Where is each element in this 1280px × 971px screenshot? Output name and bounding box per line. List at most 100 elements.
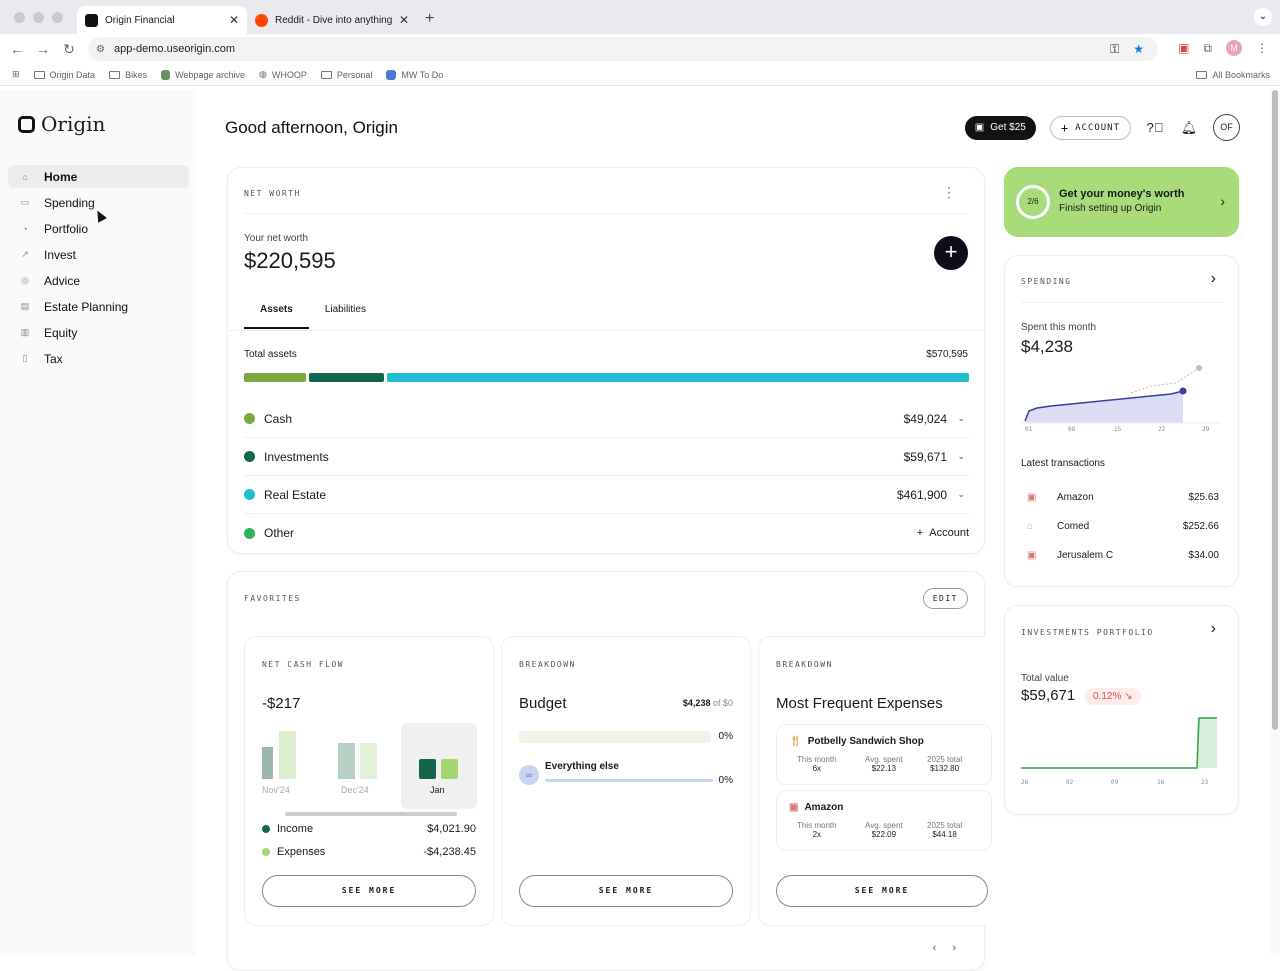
bookmark-item[interactable]: Origin Data xyxy=(33,69,96,80)
bookmark-label: Origin Data xyxy=(49,69,96,80)
tab-origin-financial[interactable]: Origin Financial ✕ xyxy=(77,6,247,34)
widget-label: BREAKDOWN xyxy=(519,660,576,669)
asset-row-other: Other + Account xyxy=(244,514,969,552)
logo-text: Origin xyxy=(41,112,106,136)
bookmark-item[interactable]: Personal xyxy=(320,70,372,80)
see-more-button[interactable]: SEE MORE xyxy=(776,875,988,907)
apps-grid-icon[interactable]: ⊞ xyxy=(12,69,20,79)
asset-row-investments[interactable]: Investments $59,671 ⌄ xyxy=(244,438,969,476)
site-settings-icon[interactable]: ⚙ xyxy=(96,43,105,55)
back-icon[interactable]: ← xyxy=(10,41,24,57)
folder-icon xyxy=(33,70,45,79)
widget-label: NET CASH FLOW xyxy=(262,660,345,669)
extensions-area: ▣ ⧉ M ⋮ xyxy=(1178,40,1280,56)
legend-label: Income xyxy=(277,823,314,835)
sidebar-item-home[interactable]: ⌂ Home xyxy=(8,165,189,188)
password-key-icon[interactable]: ⚿ xyxy=(1110,41,1120,56)
chevron-down-icon[interactable]: ⌄ xyxy=(957,413,965,423)
url-field[interactable]: ⚙ app-demo.useorigin.com ⚿ ★ xyxy=(88,37,1158,61)
add-button[interactable]: + xyxy=(934,236,968,270)
expense-card[interactable]: ▣ Amazon This month 2x Avg. spent $22.09 20… xyxy=(776,790,992,851)
sidebar: Origin ⌂ Home ▭ Spending ◔ Portfolio ↗ Inves… xyxy=(0,90,196,956)
chevron-right-icon[interactable]: › xyxy=(952,942,956,954)
bookmark-star-icon[interactable]: ★ xyxy=(1133,41,1144,56)
more-options-icon[interactable]: ⋮ xyxy=(942,184,956,200)
card-label: INVESTMENTS PORTFOLIO xyxy=(1021,628,1154,637)
window-controls[interactable] xyxy=(0,0,77,34)
setup-promo-card[interactable]: 2/6 Get your money's worth Finish settin… xyxy=(1004,167,1239,237)
sidebar-item-tax[interactable]: ▯ Tax xyxy=(8,347,189,370)
sidebar-item-equity[interactable]: ▥ Equity xyxy=(8,321,189,344)
see-more-button[interactable]: SEE MORE xyxy=(262,875,476,907)
avatar[interactable]: OF xyxy=(1213,114,1240,141)
sidebar-item-invest[interactable]: ↗ Invest xyxy=(8,243,189,266)
forward-icon[interactable]: → xyxy=(36,41,50,57)
close-tab-icon[interactable]: ✕ xyxy=(398,13,409,27)
tab-title: Reddit - Dive into anything xyxy=(275,14,393,26)
add-account-button[interactable]: + ACCOUNT xyxy=(1049,115,1131,140)
scrollbar[interactable] xyxy=(285,812,457,816)
add-other-account-button[interactable]: + Account xyxy=(916,527,969,539)
chevron-down-icon[interactable]: ⌄ xyxy=(957,451,965,461)
all-bookmarks[interactable]: All Bookmarks xyxy=(1196,70,1270,80)
chevron-right-icon[interactable]: › xyxy=(1210,270,1216,287)
transaction-amount: $34.00 xyxy=(1188,549,1219,561)
close-tab-icon[interactable]: ✕ xyxy=(228,13,239,27)
puzzle-icon[interactable]: ⧉ xyxy=(1203,40,1212,55)
sidebar-item-estate-planning[interactable]: ▤ Estate Planning xyxy=(8,295,189,318)
tab-assets[interactable]: Assets xyxy=(244,304,309,329)
expense-card[interactable]: 🍴︎ Potbelly Sandwich Shop This month 6x Av… xyxy=(776,724,992,785)
transaction-name: Amazon xyxy=(1057,491,1094,503)
bookmark-item[interactable]: Bikes xyxy=(109,70,147,80)
budget-widget[interactable]: BREAKDOWN Budget $4,238 of $0 0% ∞ Every… xyxy=(501,636,751,926)
selected-month-highlight[interactable]: Jan xyxy=(401,723,477,809)
progress-ring: 2/6 xyxy=(1016,185,1050,219)
bars-icon: ▥ xyxy=(20,327,30,337)
see-more-button[interactable]: SEE MORE xyxy=(519,875,733,907)
asset-row-cash[interactable]: Cash $49,024 ⌄ xyxy=(244,400,969,438)
bookmark-item[interactable]: MW To Do xyxy=(386,69,443,80)
stat-label: Avg. spent xyxy=(865,821,903,830)
address-bar-row: ← → ↻ ⚙ app-demo.useorigin.com ⚿ ★ ▣ ⧉ M … xyxy=(0,34,1280,64)
frequent-title: Most Frequent Expenses xyxy=(776,695,943,712)
browser-menu-icon[interactable]: ⋮ xyxy=(1256,41,1268,55)
bell-icon[interactable]: 🔔︎ xyxy=(1180,119,1198,135)
transaction-row[interactable]: ▣ Amazon $25.63 xyxy=(1027,486,1219,508)
chevron-right-icon[interactable]: › xyxy=(1210,620,1216,637)
page-scrollbar[interactable] xyxy=(1272,90,1278,730)
edit-button[interactable]: EDIT xyxy=(922,588,968,609)
help-icon[interactable]: ?⃝ xyxy=(1146,119,1164,135)
reload-icon[interactable]: ↻ xyxy=(63,40,75,57)
new-tab-icon[interactable]: + xyxy=(425,10,435,27)
transaction-row[interactable]: ▣ Jerusalem C $34.00 xyxy=(1027,544,1219,566)
sidebar-item-label: Equity xyxy=(44,325,78,340)
bookmark-item[interactable]: Webpage archive xyxy=(161,69,245,80)
stat-label: This month xyxy=(797,755,837,764)
net-cash-flow-widget[interactable]: NET CASH FLOW -$217 Nov'24 Dec'24 Jan xyxy=(244,636,494,926)
chevron-left-icon[interactable]: ‹ xyxy=(932,942,937,954)
axis-tick: 26 xyxy=(1021,779,1029,786)
app-root: Origin ⌂ Home ▭ Spending ◔ Portfolio ↗ Inves… xyxy=(0,90,1280,971)
chevron-down-icon[interactable]: ⌄ xyxy=(957,489,965,499)
asset-row-real-estate[interactable]: Real Estate $461,900 ⌄ xyxy=(244,476,969,514)
frequent-expenses-widget[interactable]: BREAKDOWN Most Frequent Expenses 🍴︎ Potbe… xyxy=(758,636,992,926)
status-dot xyxy=(244,413,255,424)
tab-liabilities[interactable]: Liabilities xyxy=(324,304,366,315)
budget-spent: $4,238 xyxy=(682,698,711,708)
profile-avatar[interactable]: M xyxy=(1226,40,1242,56)
tab-reddit[interactable]: Reddit - Dive into anything ✕ xyxy=(247,6,417,34)
tab-search-icon[interactable]: ⌄ xyxy=(1254,8,1272,26)
total-value-label: Total value xyxy=(1021,673,1069,684)
get-reward-button[interactable]: ▣ Get $25 xyxy=(964,115,1036,140)
extension-icon[interactable]: ▣ xyxy=(1178,41,1190,55)
promo-title: Get your money's worth xyxy=(1059,188,1185,200)
origin-logo[interactable]: Origin xyxy=(18,112,105,136)
bookmark-item[interactable]: ◍ WHOOP xyxy=(259,69,307,80)
sidebar-item-spending[interactable]: ▭ Spending xyxy=(8,191,189,214)
transaction-row[interactable]: ⌂ Comed $252.66 xyxy=(1027,515,1219,537)
legend-label: Expenses xyxy=(277,846,326,858)
dec-income-bar xyxy=(338,743,355,779)
sidebar-item-advice[interactable]: ◎ Advice xyxy=(8,269,189,292)
sidebar-item-portfolio[interactable]: ◔ Portfolio xyxy=(8,217,189,240)
asset-name: Real Estate xyxy=(264,487,327,502)
